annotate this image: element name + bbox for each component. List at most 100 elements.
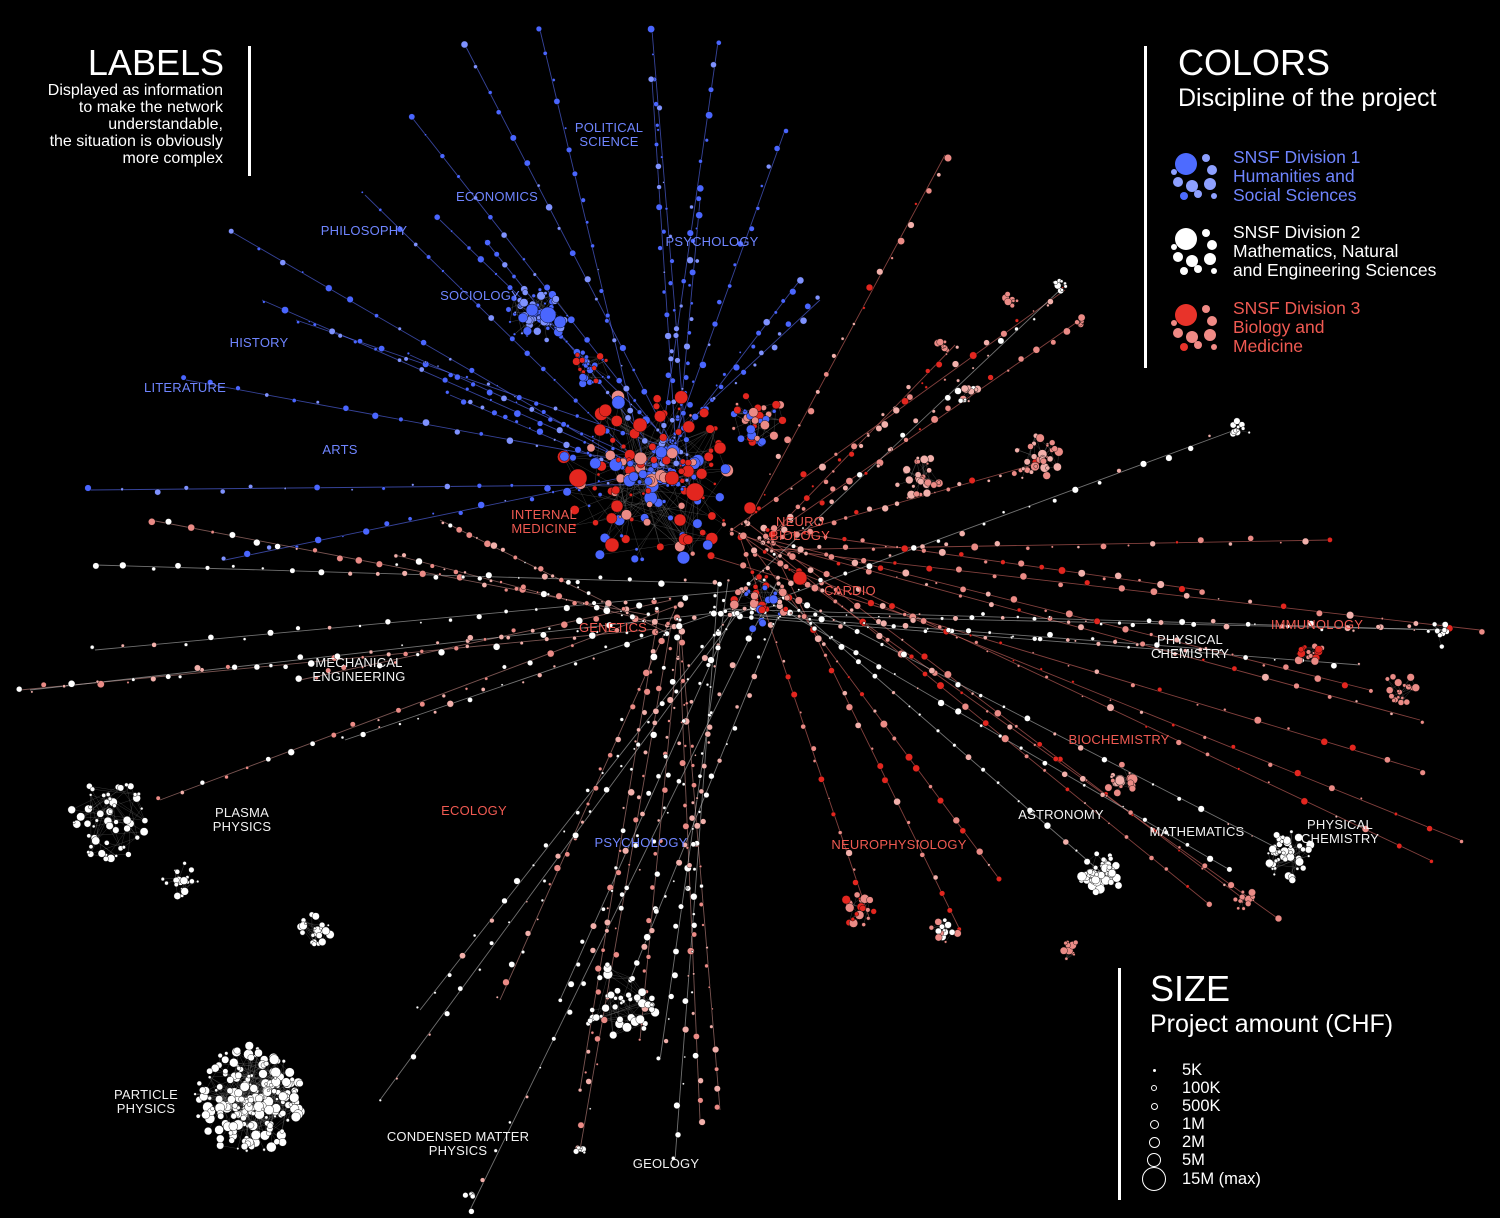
network-node	[928, 667, 936, 674]
network-node	[261, 1107, 265, 1111]
network-node	[866, 433, 871, 438]
network-node	[701, 923, 705, 927]
network-node	[513, 409, 522, 418]
network-node	[1237, 898, 1243, 904]
network-node	[313, 926, 317, 930]
network-node	[633, 747, 636, 751]
network-node	[969, 614, 975, 621]
label-internal-medicine: INTERNAL MEDICINE	[511, 507, 577, 536]
network-node	[282, 664, 289, 670]
network-node	[705, 111, 713, 119]
network-node	[807, 617, 812, 622]
network-edge	[761, 525, 961, 931]
network-node	[692, 867, 697, 872]
network-node	[231, 664, 238, 671]
network-node	[540, 898, 544, 902]
network-node	[346, 295, 354, 303]
network-node	[439, 153, 446, 159]
network-node	[1253, 716, 1262, 725]
network-node	[724, 627, 728, 631]
label-literature: LITERATURE	[144, 380, 226, 395]
network-node	[1058, 566, 1066, 575]
network-node	[1236, 906, 1240, 911]
network-node	[397, 357, 402, 363]
network-node	[1228, 541, 1233, 547]
network-node	[314, 536, 322, 544]
network-node	[690, 893, 698, 901]
network-node	[614, 627, 620, 634]
network-node	[965, 627, 972, 634]
network-node	[646, 720, 651, 724]
network-node	[945, 487, 951, 492]
network-node	[1368, 688, 1374, 694]
network-node	[591, 435, 595, 439]
network-node	[1219, 649, 1222, 652]
network-node	[737, 434, 745, 443]
network-node	[1330, 662, 1338, 670]
network-node	[207, 379, 214, 386]
network-node	[535, 444, 539, 448]
network-node	[959, 691, 964, 695]
network-edge	[762, 344, 956, 544]
network-node	[944, 921, 952, 929]
network-node	[226, 1076, 234, 1084]
network-node	[357, 338, 363, 345]
network-node	[295, 675, 303, 683]
network-node	[1039, 667, 1043, 671]
network-node	[1439, 643, 1445, 650]
network-edge	[80, 797, 137, 817]
network-node	[690, 744, 695, 749]
network-node	[918, 712, 922, 717]
network-node	[1178, 585, 1186, 593]
network-node	[589, 947, 597, 954]
network-node	[985, 709, 989, 713]
network-node	[598, 575, 603, 580]
network-node	[734, 381, 738, 385]
network-node	[906, 393, 914, 401]
network-node	[701, 763, 708, 769]
network-node	[676, 655, 680, 659]
network-node	[585, 788, 590, 793]
network-node	[911, 484, 916, 489]
network-node	[1272, 872, 1276, 876]
network-node	[933, 491, 937, 494]
network-node	[1046, 455, 1054, 463]
network-node	[653, 402, 661, 410]
network-node	[465, 387, 470, 392]
network-node	[242, 637, 247, 641]
network-node	[248, 1082, 252, 1086]
network-node	[1253, 622, 1257, 626]
network-node	[877, 615, 880, 618]
swatch-dot	[1211, 344, 1217, 350]
label-arts: ARTS	[322, 442, 358, 457]
network-node	[566, 146, 573, 153]
network-node	[336, 555, 344, 562]
network-node	[441, 269, 445, 273]
network-node	[687, 663, 691, 668]
network-node	[948, 929, 956, 936]
network-node	[1032, 346, 1041, 354]
network-node	[244, 1041, 254, 1051]
network-node	[915, 459, 921, 464]
network-edge	[712, 556, 1421, 771]
network-node	[650, 731, 658, 739]
network-node	[766, 164, 772, 170]
network-node	[1127, 544, 1130, 547]
network-node	[376, 662, 383, 669]
network-node	[221, 556, 227, 562]
network-node	[690, 238, 696, 244]
network-node	[683, 374, 689, 381]
network-node	[565, 314, 569, 317]
network-node	[772, 552, 777, 557]
network-node	[693, 822, 701, 830]
network-node	[677, 407, 681, 411]
network-node	[1426, 825, 1433, 832]
network-node	[626, 460, 634, 468]
network-node	[395, 1076, 399, 1080]
network-node	[489, 940, 494, 946]
network-node	[596, 974, 603, 981]
network-node	[697, 1077, 704, 1084]
network-node	[983, 635, 988, 641]
network-node	[542, 879, 547, 883]
label-biochemistry: BIOCHEMISTRY	[1068, 732, 1170, 747]
